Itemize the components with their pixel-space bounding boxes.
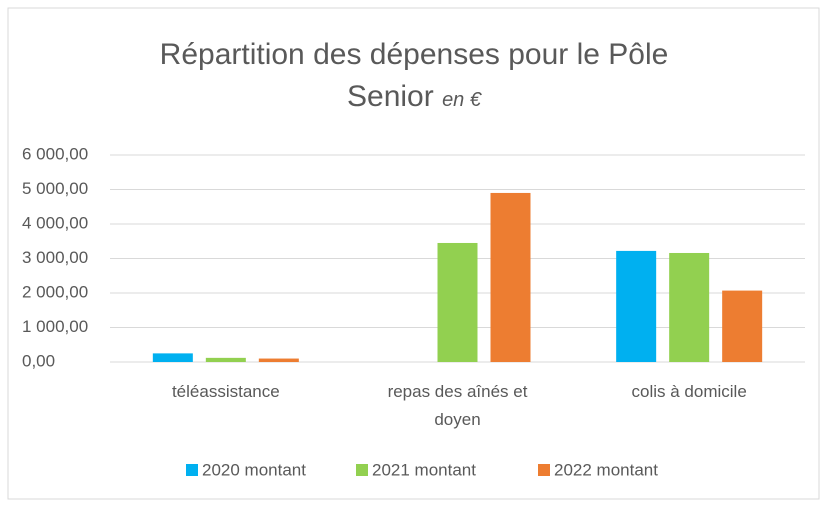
- x-tick-label: repas des aînés et doyen: [387, 382, 528, 429]
- bar: [616, 250, 657, 362]
- y-tick-label: 2 000,00: [22, 282, 88, 301]
- legend-swatch: [186, 464, 198, 476]
- y-tick-label: 0,00: [22, 351, 55, 370]
- x-tick-box: colis à domicile: [631, 382, 747, 401]
- legend-swatch: [538, 464, 550, 476]
- bar: [258, 358, 299, 362]
- chart-title: Répartition des dépenses pour le Pôle Se…: [159, 38, 669, 113]
- y-tick-label: 5 000,00: [22, 179, 88, 198]
- y-tick-label: 1 000,00: [22, 317, 88, 336]
- title: Répartition des dépenses pour le Pôle Se…: [114, 34, 714, 121]
- legend-label: 2020 montant: [202, 460, 306, 479]
- bar: [205, 357, 246, 362]
- legend-swatch: [356, 464, 368, 476]
- legend-label: 2022 montant: [554, 460, 658, 479]
- y-tick-label: 6 000,00: [22, 144, 88, 163]
- bar: [490, 192, 531, 362]
- bar: [722, 290, 763, 362]
- x-tick-label: colis à domicile: [631, 382, 747, 401]
- x-tick-label: téléassistance: [171, 382, 280, 401]
- y-tick-label: 4 000,00: [22, 213, 88, 232]
- bar: [669, 252, 710, 362]
- bar: [437, 242, 478, 362]
- title-unit: en €: [442, 89, 481, 111]
- y-tick-label: 3 000,00: [22, 248, 88, 267]
- x-tick-box: repas des aînés et doyen: [387, 382, 528, 429]
- bar: [152, 353, 193, 362]
- title-box: Répartition des dépenses pour le Pôle Se…: [114, 34, 714, 121]
- x-tick-box: téléassistance: [171, 382, 280, 401]
- legend-label: 2021 montant: [372, 460, 476, 479]
